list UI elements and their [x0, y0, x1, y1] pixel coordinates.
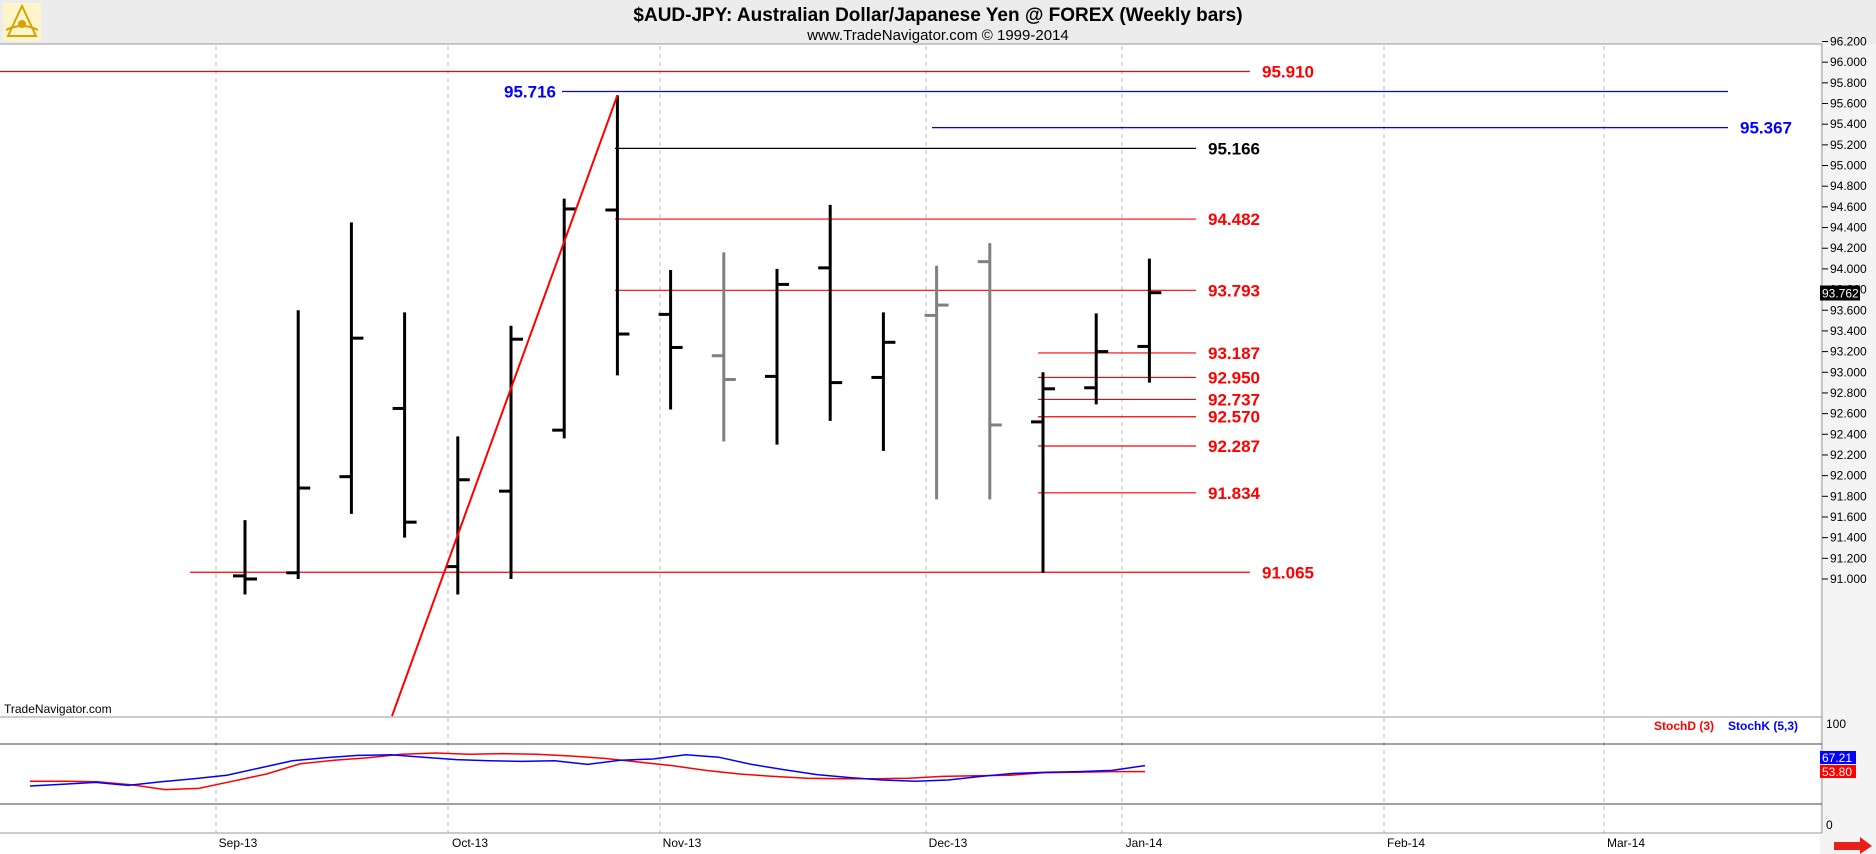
stoch-d-value: 53.80: [1822, 765, 1852, 779]
y-tick-label: 94.800: [1830, 179, 1867, 193]
scroll-right-arrow-icon[interactable]: [1834, 837, 1872, 854]
y-tick-label: 93.000: [1830, 365, 1867, 379]
watermark: TradeNavigator.com: [4, 702, 112, 716]
y-tick-label: 91.000: [1830, 572, 1867, 586]
level-label-92.737: 92.737: [1208, 390, 1260, 409]
level-label-93.793: 93.793: [1208, 281, 1260, 300]
stochd-line: [30, 752, 1145, 791]
y-tick-label: 91.200: [1830, 551, 1867, 565]
stoch-y-tick-0: 0: [1826, 818, 1833, 832]
level-label-92.950: 92.950: [1208, 368, 1260, 387]
y-tick-label: 94.200: [1830, 241, 1867, 255]
x-tick-label: Oct-13: [452, 836, 488, 850]
x-tick-label: Mar-14: [1607, 836, 1645, 850]
y-tick-label: 95.800: [1830, 76, 1867, 90]
y-tick-label: 94.000: [1830, 262, 1867, 276]
y-tick-label: 91.800: [1830, 489, 1867, 503]
y-tick-label: 95.400: [1830, 117, 1867, 131]
axis-band: [1820, 44, 1876, 854]
y-tick-label: 92.400: [1830, 427, 1867, 441]
price-y-axis: 96.200 96.000 95.800 95.600 95.400 95.200 95.0…: [1822, 35, 1867, 586]
x-tick-label: Nov-13: [663, 836, 702, 850]
level-label-95.367: 95.367: [1740, 119, 1792, 138]
level-label-95.166: 95.166: [1208, 139, 1260, 158]
y-tick-label: 92.200: [1830, 448, 1867, 462]
header-band: [0, 0, 1876, 44]
y-tick-label: 93.200: [1830, 345, 1867, 359]
y-tick-label: 92.600: [1830, 407, 1867, 421]
x-tick-label: Jan-14: [1126, 836, 1163, 850]
chart-subtitle: www.TradeNavigator.com © 1999-2014: [806, 27, 1068, 44]
vertical-gridlines: [215, 46, 1605, 833]
level-label-91.065: 91.065: [1262, 563, 1314, 582]
y-tick-label: 92.000: [1830, 469, 1867, 483]
tradenavigator-logo-icon: [3, 3, 41, 41]
x-tick-label: Feb-14: [1387, 836, 1425, 850]
level-label-91.834: 91.834: [1208, 484, 1261, 503]
last-price-tag: 93.762: [1820, 285, 1860, 301]
ohlc-bars: [233, 95, 1162, 595]
last-price-value: 93.762: [1822, 287, 1859, 301]
y-tick-label: 93.400: [1830, 324, 1867, 338]
y-tick-label: 95.600: [1830, 97, 1867, 111]
legend-stochd: StochD (3): [1654, 719, 1714, 733]
y-tick-label: 92.800: [1830, 386, 1867, 400]
y-tick-label: 93.600: [1830, 303, 1867, 317]
level-label-92.287: 92.287: [1208, 437, 1260, 456]
level-label-92.570: 92.570: [1208, 408, 1260, 427]
y-tick-label: 96.000: [1830, 55, 1867, 69]
level-label-94.482: 94.482: [1208, 210, 1260, 229]
y-tick-label: 94.400: [1830, 221, 1867, 235]
y-tick-label: 96.200: [1830, 35, 1867, 49]
chart-title: $AUD-JPY: Australian Dollar/Japanese Yen…: [633, 5, 1242, 26]
stoch-d-tag: 53.80: [1820, 765, 1856, 779]
y-tick-label: 95.200: [1830, 138, 1867, 152]
y-tick-label: 91.600: [1830, 510, 1867, 524]
y-tick-label: 94.600: [1830, 200, 1867, 214]
stoch-y-tick-100: 100: [1826, 717, 1846, 731]
level-label-95.910: 95.910: [1262, 62, 1314, 81]
horizontal-levels: 95.910 95.716 95.367 95.166 94.482 93.793 93.1…: [0, 62, 1792, 582]
trendline: [391, 94, 619, 717]
level-label-93.187: 93.187: [1208, 344, 1260, 363]
stochk-line: [29, 754, 1146, 787]
x-tick-label: Dec-13: [929, 836, 968, 850]
stoch-k-value: 67.21: [1822, 751, 1852, 765]
x-axis-labels: Sep-13 Oct-13 Nov-13 Dec-13 Jan-14 Feb-14 Mar-…: [219, 836, 1646, 850]
stoch-k-tag: 67.21: [1820, 751, 1856, 765]
y-tick-label: 95.000: [1830, 159, 1867, 173]
y-tick-label: 91.400: [1830, 531, 1867, 545]
x-tick-label: Sep-13: [219, 836, 258, 850]
legend-stochk: StochK (5,3): [1728, 719, 1798, 733]
rising-trendline: [391, 94, 619, 717]
level-label-95.716: 95.716: [504, 83, 556, 102]
stochastic-panel: [29, 752, 1146, 791]
